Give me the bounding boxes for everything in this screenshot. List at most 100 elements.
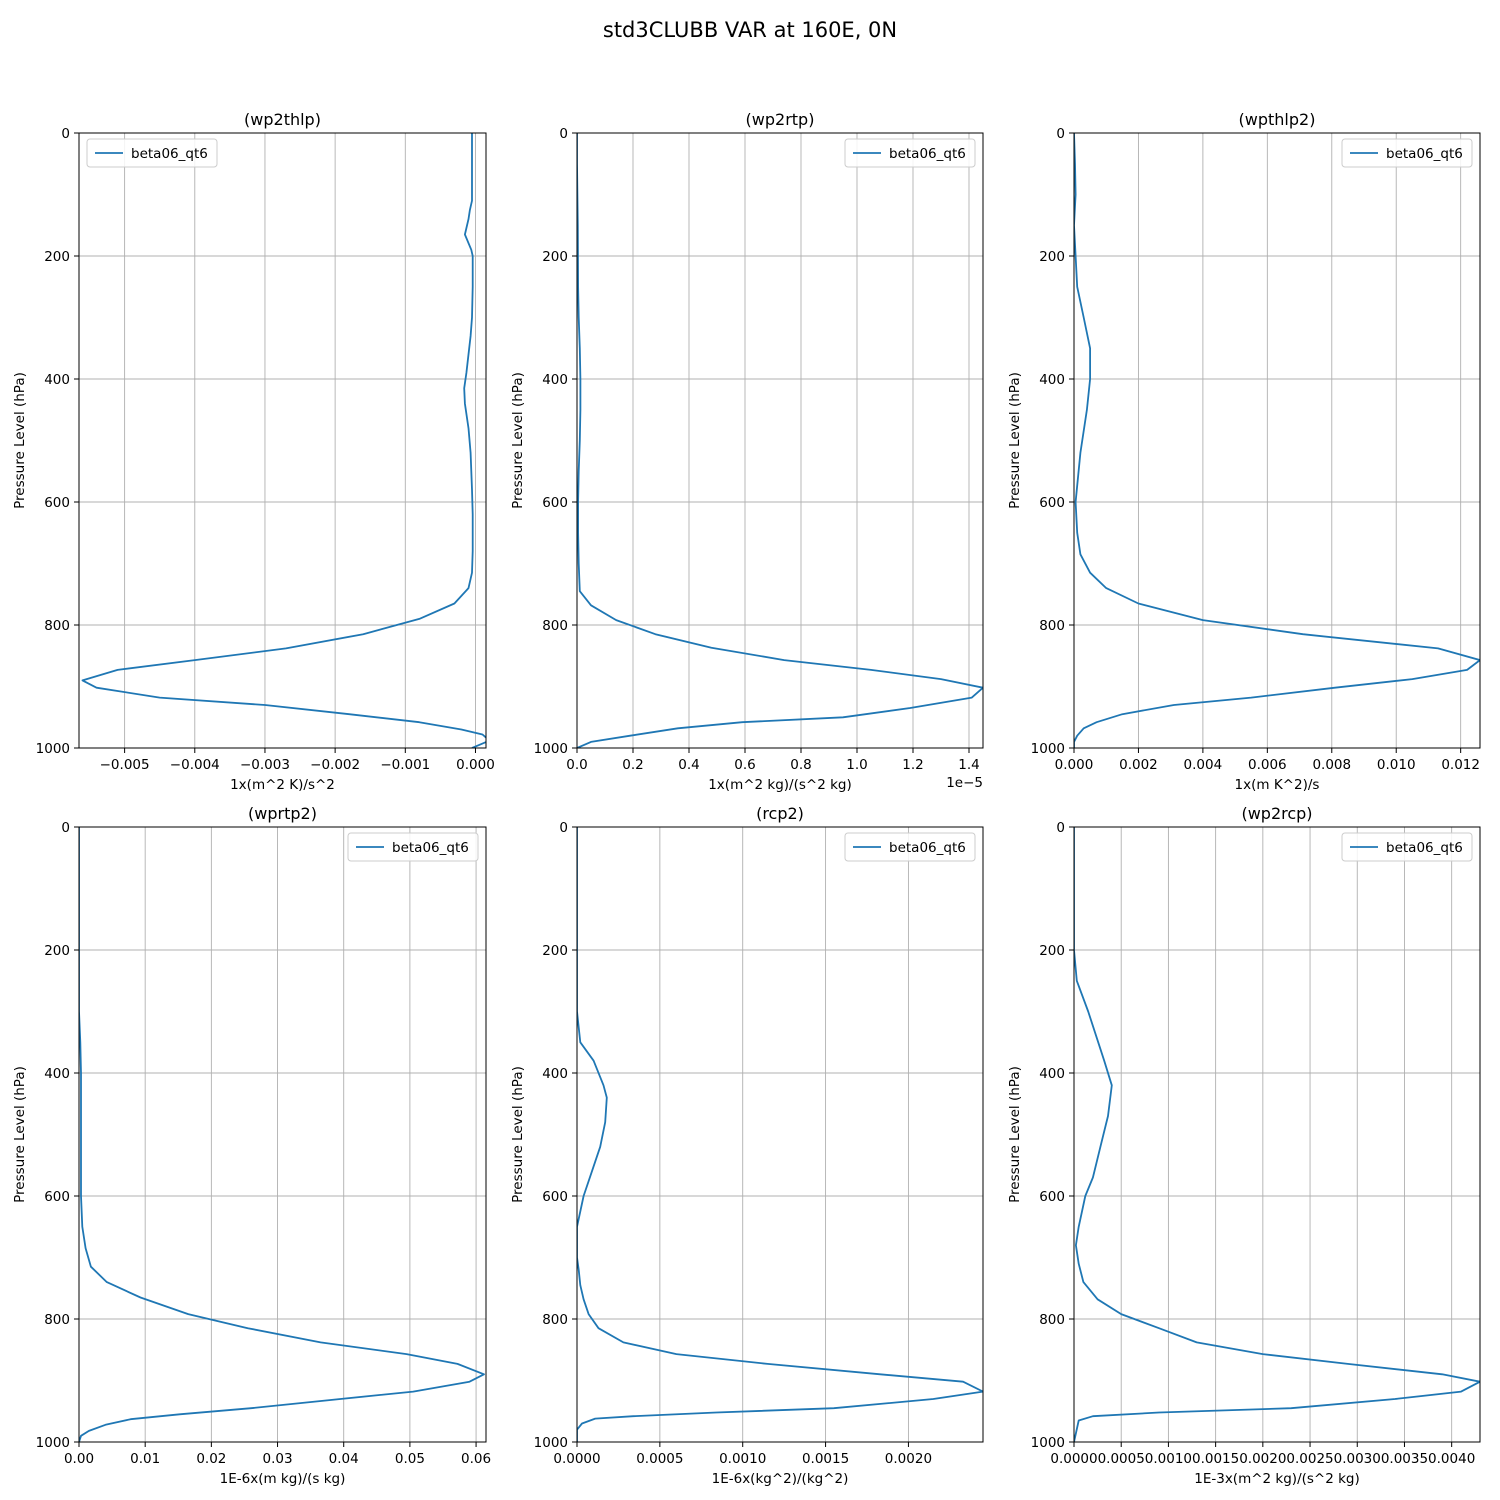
subplot-title: (wp2rcp) xyxy=(1241,804,1312,823)
x-tick-label: 0.0000 xyxy=(553,1451,600,1467)
y-tick-label: 1000 xyxy=(36,741,70,757)
x-tick-label: 1.2 xyxy=(902,757,923,773)
legend-box xyxy=(1341,832,1473,862)
x-axis-label: 1x(m^2 kg)/(s^2 kg) xyxy=(708,777,852,793)
x-tick-label: 0.04 xyxy=(329,1451,359,1467)
x-tick-label: 0.2 xyxy=(622,757,643,773)
y-axis-label: Pressure Level (hPa) xyxy=(510,1066,526,1203)
subplot-6: 0.0000 0.0005 0.0010 0.0015 0.0020 0.0025 0.00… xyxy=(1007,804,1481,1487)
x-tick-label: 0.03 xyxy=(263,1451,293,1467)
y-tick-label: 0 xyxy=(61,126,70,142)
x-tick-label: 0.0010 xyxy=(719,1451,766,1467)
subplot-title: (wprtp2) xyxy=(248,804,317,823)
y-tick-label: 800 xyxy=(1039,1312,1065,1328)
x-axis-label: 1x(m^2 K)/s^2 xyxy=(230,777,335,793)
subplot-1: −0.005 −0.004 −0.003 −0.002 −0.001 0.000 0 200 4… xyxy=(12,110,495,793)
x-tick-label: 0.0015 xyxy=(1192,1451,1239,1467)
legend: beta06_qt6 xyxy=(844,832,976,862)
x-tick-label: 0.0010 xyxy=(1145,1451,1192,1467)
y-tick-label: 400 xyxy=(542,372,568,388)
legend-box xyxy=(347,832,479,862)
y-tick-label: 0 xyxy=(559,126,568,142)
subplot-title: (wp2rtp) xyxy=(746,110,815,129)
y-tick-label: 800 xyxy=(44,1312,70,1328)
x-tick-label: −0.004 xyxy=(170,757,220,773)
y-tick-label: 1000 xyxy=(534,741,568,757)
x-tick-label: 0.4 xyxy=(678,757,699,773)
x-tick-label: 0.008 xyxy=(1312,757,1351,773)
y-tick-label: 200 xyxy=(542,943,568,959)
series-line-beta06_qt6 xyxy=(577,133,983,748)
figure-suptitle: std3CLUBB VAR at 160E, 0N xyxy=(603,18,897,42)
series-line-beta06_qt6 xyxy=(577,827,983,1442)
y-tick-label: 1000 xyxy=(1031,741,1065,757)
y-tick-label: 600 xyxy=(44,495,70,511)
x-tick-label: −0.005 xyxy=(100,757,150,773)
legend-label: beta06_qt6 xyxy=(889,146,966,162)
subplot-title: (wp2thlp) xyxy=(244,110,321,129)
subplot-title: (wpthlp2) xyxy=(1239,110,1316,129)
x-axis-label: 1E-6x(m kg)/(s kg) xyxy=(220,1471,346,1487)
y-tick-label: 800 xyxy=(542,1312,568,1328)
x-axis-label: 1E-3x(m^2 kg)/(s^2 kg) xyxy=(1194,1471,1360,1487)
series-line-beta06_qt6 xyxy=(79,827,485,1442)
x-tick-label: 0.06 xyxy=(461,1451,491,1467)
y-tick-label: 0 xyxy=(61,820,70,836)
y-tick-label: 800 xyxy=(44,618,70,634)
x-offset-label: 1e−5 xyxy=(946,775,983,791)
x-tick-label: 0.05 xyxy=(395,1451,425,1467)
legend-box xyxy=(844,138,976,168)
y-tick-label: 200 xyxy=(44,943,70,959)
legend: beta06_qt6 xyxy=(86,138,218,168)
x-tick-label: 1.4 xyxy=(958,757,979,773)
x-tick-label: 0.0020 xyxy=(885,1451,932,1467)
legend-label: beta06_qt6 xyxy=(1386,840,1463,856)
y-tick-label: 1000 xyxy=(534,1435,568,1451)
x-tick-label: 0.0005 xyxy=(636,1451,683,1467)
y-axis-label: Pressure Level (hPa) xyxy=(12,1066,28,1203)
y-tick-label: 0 xyxy=(1056,126,1065,142)
x-tick-label: −0.002 xyxy=(310,757,360,773)
x-tick-label: 1.0 xyxy=(846,757,867,773)
y-tick-label: 1000 xyxy=(36,1435,70,1451)
axes-frame xyxy=(1073,132,1481,749)
axes-frame xyxy=(78,132,487,749)
y-tick-label: 400 xyxy=(1039,1066,1065,1082)
y-tick-label: 800 xyxy=(542,618,568,634)
y-tick-label: 1000 xyxy=(1031,1435,1065,1451)
axes-frame xyxy=(1073,826,1481,1443)
y-tick-label: 200 xyxy=(44,249,70,265)
legend-box xyxy=(86,138,218,168)
series-line-beta06_qt6 xyxy=(1074,133,1480,748)
legend-label: beta06_qt6 xyxy=(392,840,469,856)
x-tick-label: 0.01 xyxy=(130,1451,160,1467)
y-tick-label: 400 xyxy=(542,1066,568,1082)
y-tick-label: 400 xyxy=(44,372,70,388)
y-tick-label: 0 xyxy=(1056,820,1065,836)
subplot-4: 0.00 0.01 0.02 0.03 0.04 0.05 0.06 0 200 400 600 80… xyxy=(12,804,491,1487)
y-tick-label: 200 xyxy=(542,249,568,265)
series-line-beta06_qt6 xyxy=(81,133,486,748)
y-tick-label: 600 xyxy=(1039,1189,1065,1205)
axes-frame xyxy=(576,132,984,749)
legend-box xyxy=(844,832,976,862)
y-tick-label: 600 xyxy=(1039,495,1065,511)
y-tick-label: 400 xyxy=(1039,372,1065,388)
x-tick-label: 0.0 xyxy=(566,757,587,773)
x-tick-label: 0.0000 xyxy=(1050,1451,1097,1467)
y-axis-label: Pressure Level (hPa) xyxy=(1007,1066,1023,1203)
series-line-beta06_qt6 xyxy=(1074,827,1480,1442)
x-tick-label: 0.004 xyxy=(1184,757,1223,773)
subplot-3: 0.000 0.002 0.004 0.006 0.008 0.010 0.012 0 200 4… xyxy=(1007,110,1481,793)
x-tick-label: 0.00 xyxy=(64,1451,94,1467)
subplot-grid: −0.005 −0.004 −0.003 −0.002 −0.001 0.00002004… xyxy=(12,110,1481,1487)
subplot-title: (rcp2) xyxy=(756,804,804,823)
x-tick-label: 0.0040 xyxy=(1428,1451,1475,1467)
x-tick-label: 0.000 xyxy=(1055,757,1094,773)
y-tick-label: 600 xyxy=(542,495,568,511)
y-tick-label: 600 xyxy=(542,1189,568,1205)
y-tick-label: 200 xyxy=(1039,249,1065,265)
x-axis-label: 1E-6x(kg^2)/(kg^2) xyxy=(712,1471,849,1487)
x-axis-label: 1x(m K^2)/s xyxy=(1235,777,1320,793)
